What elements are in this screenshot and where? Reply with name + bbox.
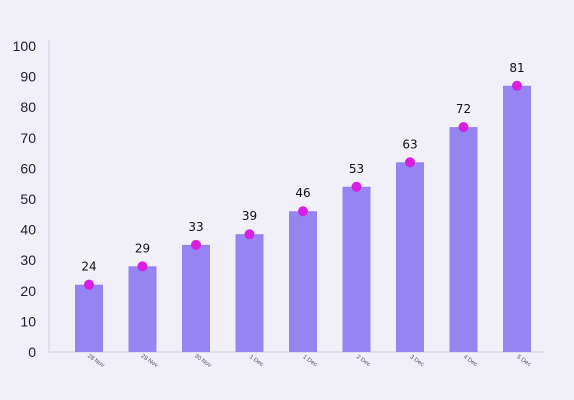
y-tick-label: 60: [20, 160, 36, 176]
bar: [342, 186, 371, 352]
x-tick-label: 5 Dec: [515, 354, 531, 368]
x-tick-label: 29 Nov: [140, 353, 159, 369]
data-point-marker: [298, 206, 308, 217]
y-tick-label: 40: [20, 222, 36, 238]
data-point-marker: [137, 261, 148, 272]
data-labels: 24 29 33 39 46 53 63 72 81: [81, 61, 524, 274]
x-tick-label: 28 Nov: [86, 353, 105, 369]
bar: [128, 266, 157, 352]
x-tick-label: 4 Dec: [462, 354, 478, 368]
y-tick-label: 20: [20, 283, 36, 299]
x-tick-label: 1 Dec: [301, 354, 317, 368]
data-label: 33: [188, 220, 203, 234]
y-tick-label: 70: [20, 130, 36, 146]
data-label: 39: [242, 209, 257, 223]
bar: [75, 284, 103, 352]
data-label: 53: [349, 162, 364, 176]
bar: [449, 127, 478, 352]
data-point-marker: [405, 157, 415, 168]
y-tick-label: 50: [20, 191, 36, 207]
data-point-marker: [84, 279, 94, 290]
y-tick-label: 10: [20, 313, 36, 329]
bar: [235, 234, 264, 352]
y-tick-label: 80: [20, 99, 36, 115]
data-point-marker: [244, 229, 255, 240]
data-point-marker: [191, 239, 201, 250]
data-point-marker: [458, 122, 469, 133]
y-tick-label: 90: [20, 69, 36, 85]
x-tick-label: 2 Dec: [355, 354, 371, 368]
x-axis-ticks: 28 Nov 29 Nov 30 Nov 1 Dec 1 Dec 2 Dec 3 Dec 4 …: [86, 353, 532, 369]
bar: [182, 244, 210, 352]
bar: [503, 85, 531, 352]
bar-series: [75, 85, 531, 352]
data-point-marker: [351, 181, 362, 192]
bar: [289, 211, 317, 352]
data-point-marker: [512, 80, 522, 91]
data-label: 81: [509, 61, 524, 75]
x-tick-label: 3 Dec: [408, 354, 424, 368]
bar: [396, 162, 424, 352]
data-label: 63: [402, 137, 417, 151]
data-label: 72: [456, 102, 471, 116]
y-tick-label: 0: [28, 344, 36, 360]
y-tick-label: 100: [13, 38, 37, 54]
x-tick-label: 30 Nov: [193, 353, 212, 369]
data-label: 46: [295, 186, 310, 200]
marker-series: [84, 80, 522, 290]
data-label: 24: [81, 260, 96, 274]
data-label: 29: [135, 241, 150, 255]
y-tick-label: 30: [20, 252, 36, 268]
y-axis-ticks: 0 10 20 30 40 50 60 70 80 90 100: [13, 38, 37, 360]
x-tick-label: 1 Dec: [248, 354, 264, 368]
